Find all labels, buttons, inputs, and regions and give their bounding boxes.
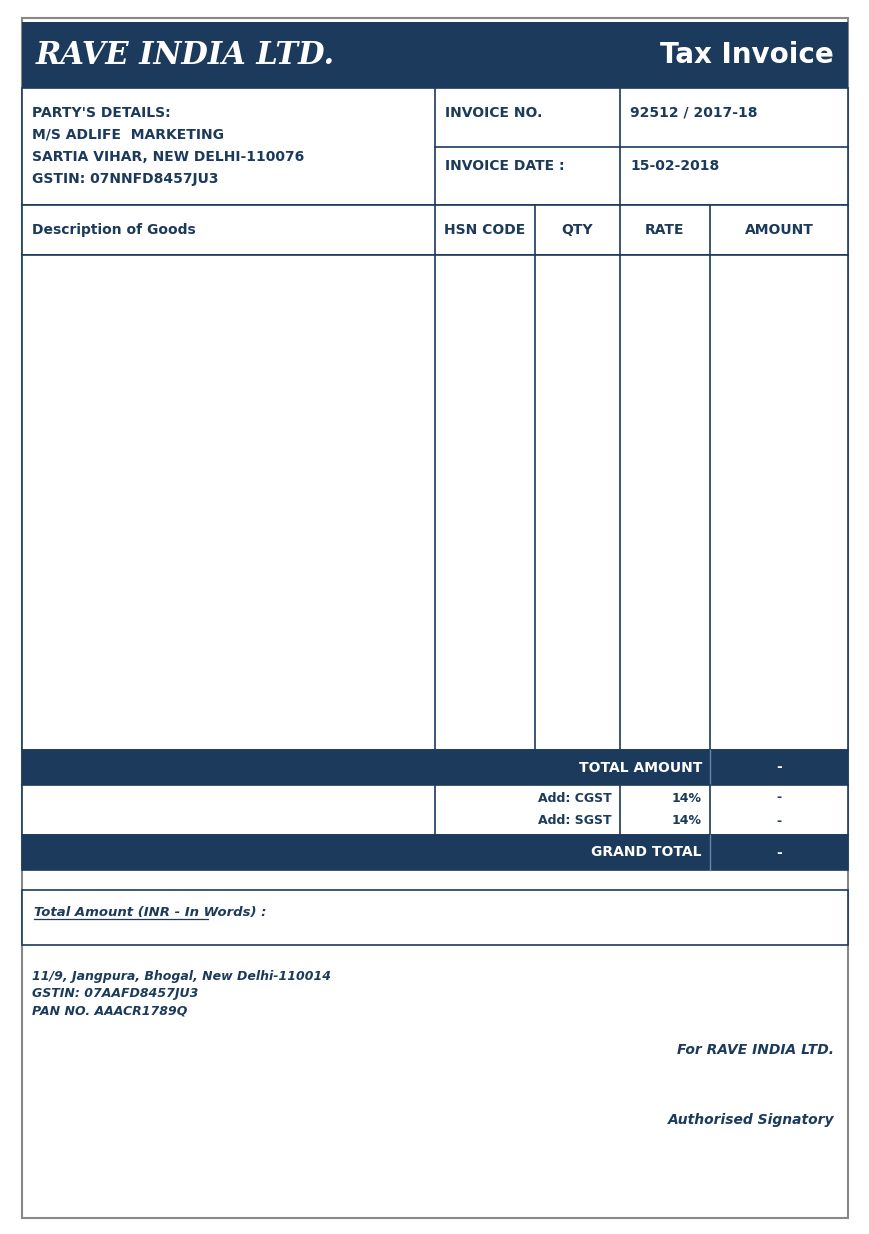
Text: Total Amount (INR - In Words) :: Total Amount (INR - In Words) : xyxy=(34,906,266,919)
Text: For RAVE INDIA LTD.: For RAVE INDIA LTD. xyxy=(676,1043,833,1058)
Text: PARTY'S DETAILS:: PARTY'S DETAILS: xyxy=(32,106,170,120)
Text: Add: SGST: Add: SGST xyxy=(538,814,611,828)
Bar xyxy=(22,205,847,255)
Text: M/S ADLIFE  MARKETING: M/S ADLIFE MARKETING xyxy=(32,128,223,142)
Text: INVOICE NO.: INVOICE NO. xyxy=(444,106,541,120)
Text: -: - xyxy=(775,760,781,775)
Bar xyxy=(22,890,847,945)
Text: -: - xyxy=(775,791,780,805)
Text: Add: CGST: Add: CGST xyxy=(538,791,611,805)
Text: HSN CODE: HSN CODE xyxy=(444,223,525,237)
Text: 92512 / 2017-18: 92512 / 2017-18 xyxy=(629,106,757,120)
Text: GSTIN: 07AAFD8457JU3: GSTIN: 07AAFD8457JU3 xyxy=(32,987,198,1000)
Bar xyxy=(22,255,847,750)
Bar xyxy=(22,835,847,870)
Text: GRAND TOTAL: GRAND TOTAL xyxy=(591,845,701,860)
Text: Description of Goods: Description of Goods xyxy=(32,223,196,237)
Bar xyxy=(22,88,847,205)
Text: 11/9, Jangpura, Bhogal, New Delhi-110014: 11/9, Jangpura, Bhogal, New Delhi-110014 xyxy=(32,970,330,983)
Text: RATE: RATE xyxy=(645,223,684,237)
Text: QTY: QTY xyxy=(561,223,593,237)
Text: PAN NO. AAACR1789Q: PAN NO. AAACR1789Q xyxy=(32,1004,187,1017)
Text: TOTAL AMOUNT: TOTAL AMOUNT xyxy=(578,760,701,775)
Text: GSTIN: 07NNFD8457JU3: GSTIN: 07NNFD8457JU3 xyxy=(32,172,218,186)
Text: -: - xyxy=(775,814,780,828)
Text: Tax Invoice: Tax Invoice xyxy=(660,41,833,69)
Bar xyxy=(22,750,847,785)
Text: SARTIA VIHAR, NEW DELHI-110076: SARTIA VIHAR, NEW DELHI-110076 xyxy=(32,151,304,164)
Text: 14%: 14% xyxy=(671,791,701,805)
Text: Authorised Signatory: Authorised Signatory xyxy=(667,1113,833,1127)
Text: RAVE INDIA LTD.: RAVE INDIA LTD. xyxy=(36,39,335,70)
Bar xyxy=(22,22,847,88)
Text: AMOUNT: AMOUNT xyxy=(744,223,813,237)
Text: INVOICE DATE :: INVOICE DATE : xyxy=(444,158,564,173)
Text: -: - xyxy=(775,845,781,860)
Text: 14%: 14% xyxy=(671,814,701,828)
Text: 15-02-2018: 15-02-2018 xyxy=(629,158,719,173)
Bar xyxy=(22,785,847,835)
